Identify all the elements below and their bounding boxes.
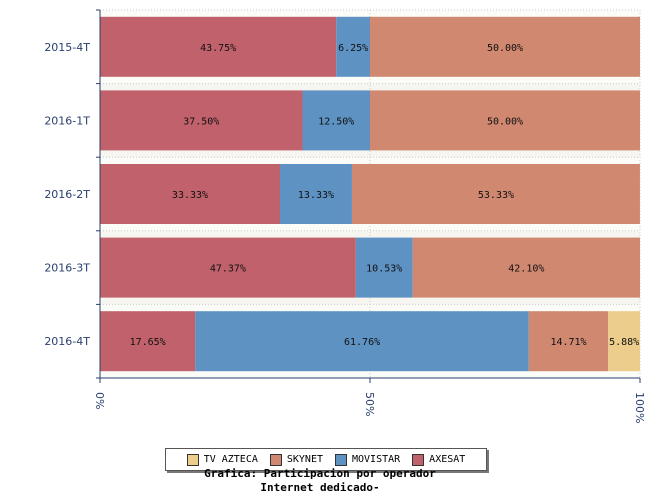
y-tick-label: 2015-4T [44,41,90,54]
data-label: 61.76% [344,337,380,348]
bar-segment [370,16,640,77]
bar-segment [302,90,370,151]
data-label: 33.33% [172,190,208,201]
legend-item: SKYNET [269,453,323,466]
data-label: 43.75% [200,43,236,54]
bar-segment [336,16,370,77]
data-label: 50.00% [487,116,523,127]
legend-item: TV AZTECA [186,453,258,466]
bar-segment [351,164,640,224]
data-label: 5.88% [609,337,639,348]
bar-segment [608,311,640,372]
data-label: 47.37% [210,264,246,275]
data-label: 50.00% [487,43,523,54]
legend-label: SKYNET [286,454,323,465]
y-tick-label: 2016-3T [44,262,90,275]
data-label: 37.50% [183,116,219,127]
legend-label: MOVISTAR [352,454,401,465]
data-label: 17.65% [130,337,166,348]
data-label: 42.10% [508,264,544,275]
bar-segment [100,16,337,77]
legend-label: AXESAT [429,454,466,465]
legend-swatch [412,453,425,466]
bar-segment [100,237,356,298]
legend-item: AXESAT [412,453,466,466]
data-label: 53.33% [478,190,514,201]
stacked-bar-chart: 43.75% 6.25% 50.00% 2015-4T 37.50% 12.50% 50.0… [44,9,646,423]
chart-legend: TV AZTECA SKYNET MOVISTAR AXESAT [165,448,487,471]
bar-segment [412,237,640,298]
legend-swatch [186,453,199,466]
legend-swatch [269,453,282,466]
data-label: 14.71% [550,337,586,348]
x-tick-label: 0% [93,392,106,409]
y-tick-label: 2016-1T [44,114,90,127]
legend-label: TV AZTECA [203,454,258,465]
chart-title-line-2: Internet dedicado- [260,481,380,494]
bar-segment [195,311,529,372]
y-tick-label: 2016-4T [44,335,90,348]
y-tick-label: 2016-2T [44,188,90,201]
x-tick-label: 100% [633,392,646,423]
x-tick-label: 50% [363,392,376,416]
bar-segment [100,90,303,151]
data-label: 10.53% [366,264,402,275]
legend-item: MOVISTAR [335,453,401,466]
data-label: 12.50% [318,116,354,127]
bar-segment [279,164,352,224]
data-label: 13.33% [298,190,334,201]
data-label: 6.25% [338,43,368,54]
bar-segment [100,164,280,224]
chart-title-line-1: Grafica: Participacion por operador [204,467,436,480]
bar-segment [528,311,609,372]
bar-segment [100,311,196,372]
bar-segment [355,237,413,298]
legend-swatch [335,453,347,466]
bar-segment [370,90,640,151]
